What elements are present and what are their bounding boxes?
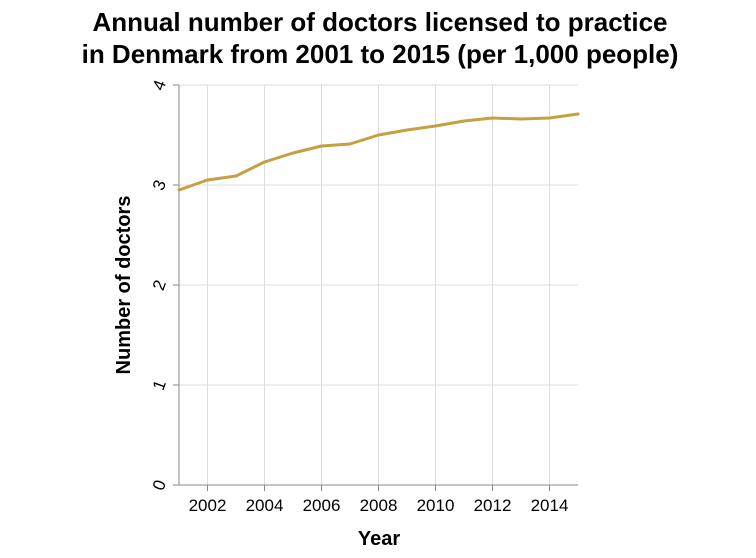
data-point xyxy=(206,178,209,182)
data-point xyxy=(177,188,181,192)
x-tick-label: 2002 xyxy=(189,496,227,515)
data-point xyxy=(377,133,380,137)
y-axis-title: Number of doctors xyxy=(113,196,135,375)
y-tick-label: 0 xyxy=(149,477,170,492)
chart-title-line-1: Annual number of doctors licensed to pra… xyxy=(93,7,668,37)
x-tick-label: 2006 xyxy=(303,496,341,515)
x-tick-label: 2014 xyxy=(531,496,569,515)
data-point xyxy=(548,116,551,120)
x-axis-title: Year xyxy=(358,528,400,550)
data-point xyxy=(405,128,409,132)
x-tick-label: 2008 xyxy=(360,496,398,515)
data-point xyxy=(263,160,266,164)
data-point xyxy=(291,151,295,155)
y-tick-label: 1 xyxy=(149,377,170,392)
data-point xyxy=(576,112,580,116)
x-tick-label: 2010 xyxy=(417,496,455,515)
data-point xyxy=(491,116,494,120)
data-point xyxy=(234,174,238,178)
data-point xyxy=(434,124,437,128)
x-tick-label: 2012 xyxy=(474,496,512,515)
data-point xyxy=(519,117,523,121)
data-point xyxy=(320,144,323,148)
data-point xyxy=(462,119,466,123)
y-tick-label: 2 xyxy=(149,277,170,292)
x-tick-label: 2004 xyxy=(246,496,284,515)
series-layer xyxy=(177,112,580,192)
tick-labels: 0 1 2 3 4 2002 2004 2006 2008 2010 2012 2014 xyxy=(149,77,569,515)
chart-title-line-2: in Denmark from 2001 to 2015 (per 1,000 … xyxy=(82,39,679,69)
axes xyxy=(173,84,578,491)
y-tick-label: 3 xyxy=(149,177,170,192)
grid xyxy=(179,84,578,485)
data-point xyxy=(348,142,352,146)
y-tick-label: 4 xyxy=(149,77,170,92)
